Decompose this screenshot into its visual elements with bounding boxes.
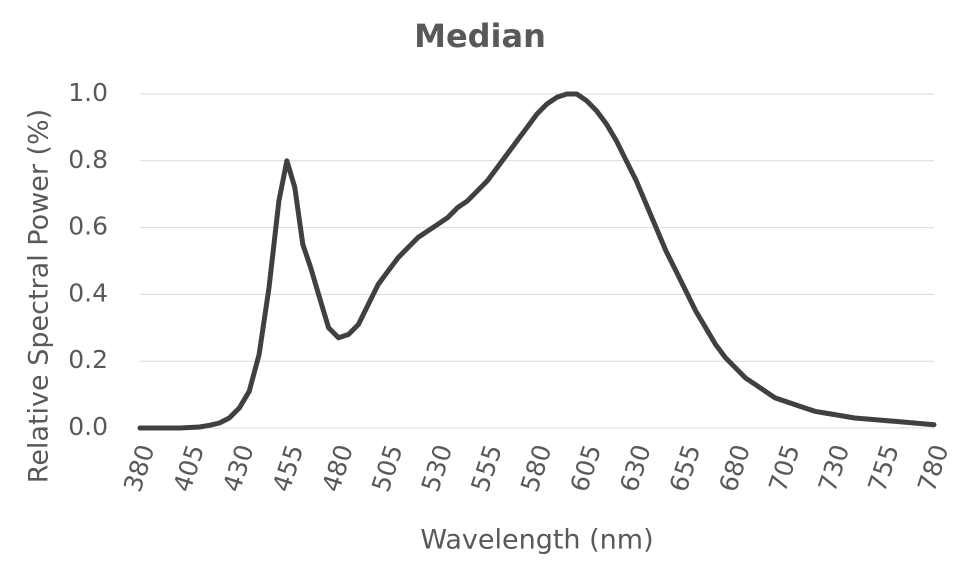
- x-tick-label: 555: [465, 441, 507, 495]
- x-tick-label: 480: [317, 441, 359, 495]
- x-tick-label: 755: [862, 441, 904, 495]
- chart-title: Median: [414, 17, 546, 55]
- x-tick-label: 455: [267, 441, 309, 495]
- x-tick-label: 605: [565, 441, 607, 495]
- x-tick-label: 730: [813, 441, 855, 495]
- y-axis-label: Relative Spectral Power (%): [24, 109, 55, 483]
- x-tick-label: 655: [664, 441, 706, 495]
- y-tick-label: 0.4: [68, 278, 108, 307]
- line: [137, 91, 937, 431]
- x-tick-label: 430: [217, 441, 259, 495]
- x-tick-label: 580: [515, 441, 557, 495]
- x-tick-label: 505: [366, 441, 408, 495]
- y-tick-label: 0.0: [68, 412, 108, 441]
- x-axis-label: Wavelength (nm): [420, 525, 653, 556]
- x-tick-label: 530: [416, 441, 458, 495]
- y-tick-label: 0.6: [68, 212, 108, 241]
- y-tick-label: 0.2: [68, 345, 108, 374]
- x-tick-label: 380: [118, 441, 160, 495]
- y-tick-label: 0.8: [68, 145, 108, 174]
- x-tick-label: 405: [168, 441, 210, 495]
- x-tick-label: 780: [912, 441, 954, 495]
- x-tick-label: 705: [763, 441, 805, 495]
- x-tick-label: 680: [714, 441, 756, 495]
- y-tick-label: 1.0: [68, 78, 108, 107]
- x-tick-label: 630: [614, 441, 656, 495]
